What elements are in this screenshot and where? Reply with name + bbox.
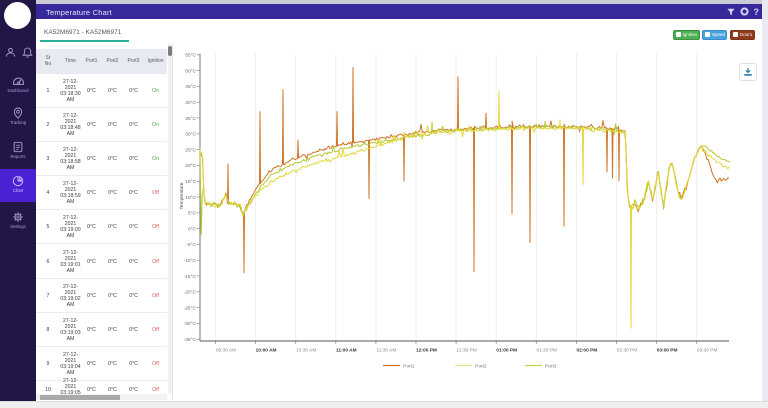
svg-text:-5°C: -5°C [186, 242, 196, 248]
svg-text:10:30 AM: 10:30 AM [296, 348, 316, 354]
svg-text:50°C: 50°C [185, 68, 196, 74]
svg-text:Port2: Port2 [475, 364, 487, 370]
svg-text:5°C: 5°C [188, 211, 197, 217]
svg-text:01:30 PM: 01:30 PM [537, 348, 558, 354]
svg-text:-30°C: -30°C [184, 321, 197, 327]
svg-text:12:00 PM: 12:00 PM [416, 348, 437, 354]
svg-text:25°C: 25°C [185, 147, 196, 153]
svg-text:30°C: 30°C [185, 132, 196, 138]
svg-text:03:00 PM: 03:00 PM [657, 348, 678, 354]
svg-text:-25°C: -25°C [184, 305, 197, 311]
svg-text:03:30 PM: 03:30 PM [697, 348, 718, 354]
svg-text:-15°C: -15°C [184, 274, 197, 280]
svg-text:02:00 PM: 02:00 PM [577, 348, 598, 354]
svg-text:35°C: 35°C [185, 116, 196, 122]
svg-text:10:00 AM: 10:00 AM [256, 348, 277, 354]
svg-text:15°C: 15°C [185, 179, 196, 185]
svg-text:12:30 PM: 12:30 PM [456, 348, 477, 354]
svg-text:Port3: Port3 [545, 364, 557, 370]
svg-text:10°C: 10°C [185, 195, 196, 201]
svg-text:09:30 AM: 09:30 AM [216, 348, 236, 354]
svg-text:-10°C: -10°C [184, 258, 197, 264]
svg-text:11:00 AM: 11:00 AM [336, 348, 357, 354]
svg-text:01:00 PM: 01:00 PM [496, 348, 517, 354]
svg-text:40°C: 40°C [185, 100, 196, 106]
svg-text:Port1: Port1 [403, 364, 415, 370]
svg-text:-20°C: -20°C [184, 290, 197, 296]
svg-text:Temperature: Temperature [179, 182, 185, 209]
svg-text:0°C: 0°C [188, 226, 197, 232]
svg-text:20°C: 20°C [185, 163, 196, 169]
svg-text:-35°C: -35°C [184, 337, 197, 343]
svg-text:45°C: 45°C [185, 84, 196, 90]
svg-text:55°C: 55°C [185, 53, 196, 59]
svg-text:02:30 PM: 02:30 PM [617, 348, 638, 354]
svg-text:11:30 AM: 11:30 AM [376, 348, 396, 354]
